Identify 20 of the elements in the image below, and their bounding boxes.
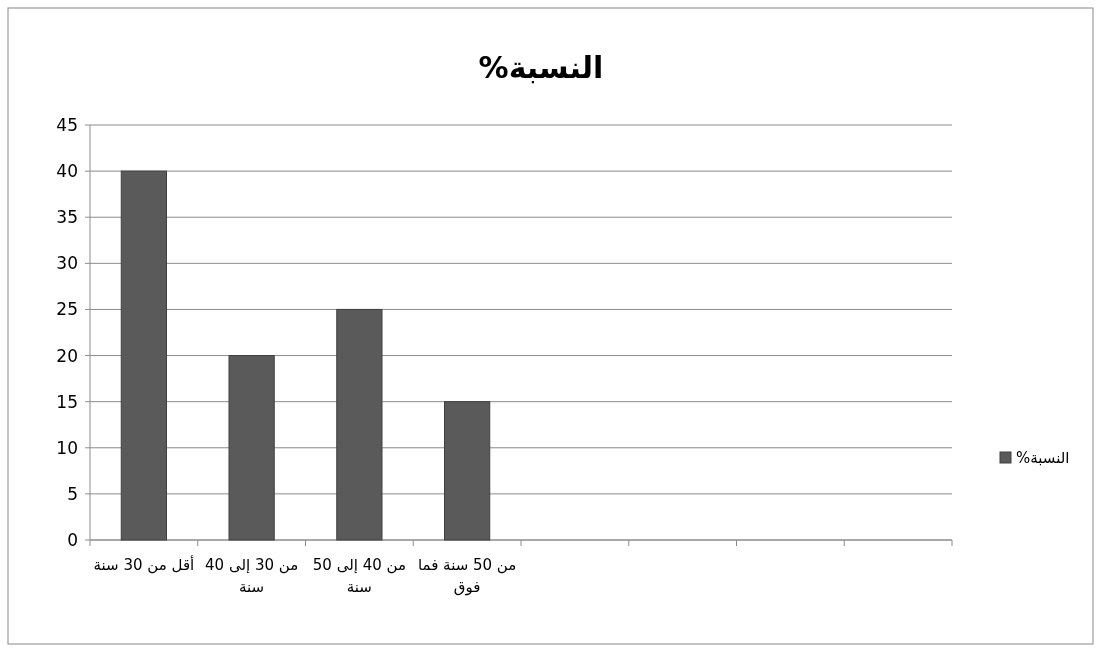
bar bbox=[120, 170, 167, 541]
y-tick-label: 20 bbox=[56, 345, 78, 366]
bar bbox=[228, 355, 275, 541]
y-tick-label: 0 bbox=[67, 530, 78, 550]
x-tick-label: من 30 إلى 40 سنة bbox=[204, 555, 300, 598]
y-tick-label: 45 bbox=[56, 115, 78, 135]
x-tick-label: أقل من 30 سنة bbox=[92, 554, 196, 576]
y-tick-label: 5 bbox=[67, 483, 78, 504]
x-tick-label: من 40 إلى 50 سنة bbox=[311, 555, 407, 598]
y-tick-label: 40 bbox=[56, 161, 78, 182]
chart-title: %النسبة bbox=[478, 50, 604, 85]
x-tick-label: من 50 سنة فما فوق bbox=[416, 555, 518, 598]
bar bbox=[336, 308, 383, 541]
y-tick-label: 15 bbox=[56, 391, 78, 412]
y-tick-label: 25 bbox=[56, 299, 78, 320]
legend-label: %النسبة bbox=[1016, 449, 1070, 467]
bar bbox=[444, 401, 491, 541]
y-tick-label: 35 bbox=[56, 207, 78, 228]
y-tick-label: 10 bbox=[56, 437, 78, 458]
y-tick-label: 30 bbox=[56, 253, 78, 274]
